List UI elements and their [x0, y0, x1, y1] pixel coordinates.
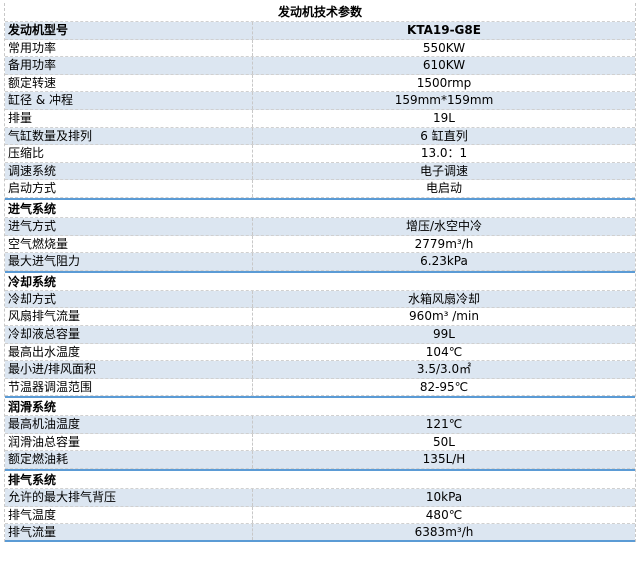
param-value: 电子调速 [419, 163, 468, 178]
param-label: 缸径 & 冲程 [5, 92, 253, 109]
param-label: 润滑油总容量 [5, 433, 253, 451]
param-label: 冷却系统 [8, 274, 57, 289]
param-value: 19L [433, 110, 455, 125]
param-label: 额定燃油耗 [5, 451, 253, 469]
param-value: 960m³ /min [409, 309, 479, 324]
param-value: 电启动 [425, 181, 462, 196]
param-value: 2779m³/h [414, 236, 474, 251]
param-label: 节温器调温范围 [5, 378, 253, 396]
param-value [252, 200, 635, 217]
section-heading: 排气系统 [5, 469, 635, 490]
table-row: 润滑油总容量 50L [5, 433, 635, 452]
param-value: 104℃ [425, 344, 463, 359]
table-row: 允许的最大排气背压 10kPa [5, 489, 635, 507]
param-value: 99L [433, 326, 455, 341]
param-value: 82-95℃ [419, 379, 469, 394]
table-row: 额定转速 1500rmp [5, 74, 635, 93]
param-value: 121℃ [425, 417, 463, 432]
param-value: 480℃ [425, 507, 463, 522]
table-row: 最小进/排风面积 3.5/3.0㎡ [5, 361, 635, 379]
table-row: 气缸数量及排列 6 缸直列 [5, 127, 635, 146]
table-row: 最高出水温度 104℃ [5, 343, 635, 362]
engine-spec-table: 发动机技术参数 发动机型号 KTA19-G8E 常用功率 550KW 备用功率 610… [4, 3, 636, 542]
table-row: 进气方式 增压/水空中冷 [5, 217, 635, 236]
param-label: 冷却液总容量 [5, 325, 253, 343]
model-value: KTA19-G8E [407, 23, 481, 37]
param-value: 6 缸直列 [420, 128, 468, 143]
param-value [252, 471, 635, 488]
param-value: 增压/水空中冷 [405, 218, 483, 233]
param-value: 6.23kPa [420, 254, 468, 269]
param-label: 常用功率 [5, 39, 253, 57]
param-label: 进气系统 [8, 201, 57, 216]
param-label: 额定转速 [5, 74, 253, 92]
table-row: 排量 19L [5, 109, 635, 128]
section-heading: 润滑系统 [5, 396, 635, 417]
param-label: 压缩比 [5, 145, 253, 162]
param-label: 排气温度 [5, 506, 253, 524]
param-label: 空气燃烧量 [5, 235, 253, 253]
param-label: 排量 [5, 109, 253, 127]
table-row: 调速系统 电子调速 [5, 162, 635, 181]
table-row: 排气流量 6383m³/h [5, 524, 635, 542]
model-row: 发动机型号 KTA19-G8E [5, 22, 635, 40]
section-heading: 进气系统 [5, 197, 635, 218]
param-label: 排气系统 [8, 473, 57, 488]
table-row: 常用功率 550KW [5, 39, 635, 58]
param-label: 排气流量 [5, 524, 253, 540]
param-label: 允许的最大排气背压 [5, 489, 253, 506]
table-row: 最大进气阻力 6.23kPa [5, 253, 635, 271]
table-row: 冷却液总容量 99L [5, 325, 635, 344]
param-label: 气缸数量及排列 [5, 127, 253, 145]
param-value: 610KW [422, 58, 466, 73]
param-value: 50L [433, 434, 455, 449]
param-value: 159mm*159mm [394, 93, 494, 108]
param-label: 冷却方式 [5, 290, 253, 308]
table-row: 启动方式 电启动 [5, 180, 635, 198]
param-value: 水箱风扇冷却 [407, 291, 480, 306]
param-label: 润滑系统 [8, 400, 57, 415]
param-value: 3.5/3.0㎡ [416, 362, 472, 377]
table-row: 空气燃烧量 2779m³/h [5, 235, 635, 254]
table-row: 冷却方式 水箱风扇冷却 [5, 290, 635, 309]
section-heading: 冷却系统 [5, 270, 635, 291]
param-value: 13.0：1 [420, 146, 468, 161]
param-value: 6383m³/h [414, 525, 474, 540]
param-value: 10kPa [425, 490, 463, 505]
param-label: 进气方式 [5, 217, 253, 235]
param-label: 最小进/排风面积 [5, 361, 253, 378]
table-title: 发动机技术参数 [5, 3, 635, 22]
param-label: 风扇排气流量 [5, 308, 253, 325]
model-label: 发动机型号 [5, 22, 253, 39]
param-label: 启动方式 [5, 180, 253, 197]
param-value: 135L/H [422, 452, 466, 467]
table-row: 备用功率 610KW [5, 57, 635, 75]
table-row: 最高机油温度 121℃ [5, 416, 635, 434]
param-label: 最高出水温度 [5, 343, 253, 361]
table-row: 额定燃油耗 135L/H [5, 451, 635, 470]
table-title-text: 发动机技术参数 [277, 5, 362, 19]
table-row: 压缩比 13.0：1 [5, 145, 635, 163]
table-row: 排气温度 480℃ [5, 506, 635, 525]
param-value: 550KW [422, 40, 466, 55]
param-value [252, 273, 635, 290]
table-row: 风扇排气流量 960m³ /min [5, 308, 635, 326]
param-label: 最大进气阻力 [5, 253, 253, 270]
param-label: 最高机油温度 [5, 416, 253, 433]
param-label: 备用功率 [5, 57, 253, 74]
table-row: 缸径 & 冲程 159mm*159mm [5, 92, 635, 110]
param-value [252, 398, 635, 415]
param-label: 调速系统 [5, 162, 253, 180]
table-row: 节温器调温范围 82-95℃ [5, 378, 635, 397]
param-value: 1500rmp [416, 75, 472, 90]
